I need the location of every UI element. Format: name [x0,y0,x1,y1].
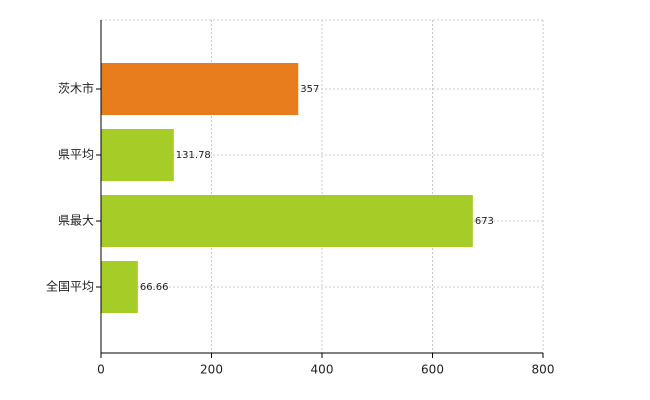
x-tick-label: 400 [311,363,334,377]
x-tick-label: 0 [97,363,105,377]
x-tick-label: 800 [532,363,555,377]
bar [101,195,473,247]
y-tick-label: 県平均 [58,148,94,162]
value-label: 131.78 [176,150,211,161]
x-tick-label: 600 [421,363,444,377]
bar [101,129,174,181]
x-tick-label: 200 [200,363,223,377]
y-tick-label: 全国平均 [46,279,94,294]
value-label: 66.66 [140,282,169,293]
value-label: 673 [475,216,494,227]
bar [101,261,138,313]
value-label: 357 [300,84,319,95]
y-tick-label: 茨木市 [58,81,94,96]
bar [101,63,299,115]
y-tick-label: 県最大 [58,214,94,228]
